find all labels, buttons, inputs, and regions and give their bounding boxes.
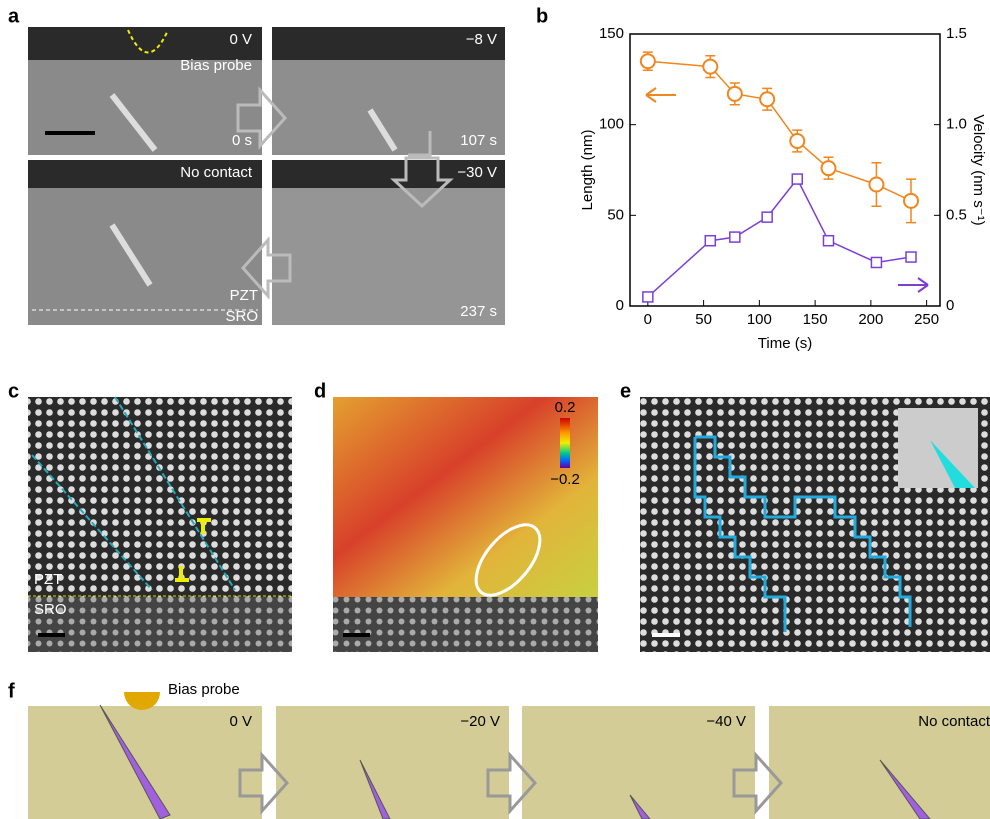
panel-label: b [536, 5, 548, 27]
data-point [705, 236, 715, 246]
image-label: −40 V [706, 713, 746, 730]
x-tick-label: 200 [858, 311, 883, 328]
colorbar-label: 0.2 [555, 399, 576, 416]
series-line [648, 179, 911, 297]
x-tick-label: 250 [914, 311, 939, 328]
panel-label: e [620, 380, 631, 402]
y2-tick-label: 0 [946, 297, 954, 314]
image-label: 0 V [229, 713, 252, 730]
panel-label: c [8, 380, 19, 402]
image-label: 0 V [229, 31, 252, 48]
image-label: Bias probe [180, 57, 252, 74]
x-tick-label: 100 [747, 311, 772, 328]
data-point [906, 252, 916, 262]
data-point [904, 194, 918, 208]
x-tick-label: 50 [695, 311, 712, 328]
image-label: 237 s [460, 303, 497, 320]
image-label: −20 V [460, 713, 500, 730]
panel-label: f [8, 680, 15, 702]
image-label: Bias probe [168, 681, 240, 698]
data-point [792, 174, 802, 184]
y-tick-label: 0 [616, 297, 624, 314]
image-label: PZT [230, 287, 258, 304]
data-point [703, 60, 717, 74]
y-tick-label: 150 [599, 25, 624, 42]
image-label: 107 s [460, 132, 497, 149]
x-tick-label: 150 [803, 311, 828, 328]
colorbar-label: −0.2 [550, 471, 580, 488]
image-label: −30 V [457, 164, 497, 181]
y-tick-label: 50 [607, 206, 624, 223]
y2-tick-label: 0.5 [946, 206, 967, 223]
y2-tick-label: 1.0 [946, 116, 967, 133]
x-tick-label: 0 [644, 311, 652, 328]
plot-frame [630, 34, 940, 306]
x-axis-label: Time (s) [758, 335, 812, 352]
image-label: 0 s [232, 132, 252, 149]
data-point [790, 134, 804, 148]
y2-axis-label: Velocity (nm s⁻¹) [970, 114, 987, 225]
data-point [760, 92, 774, 106]
data-point [871, 257, 881, 267]
image-label: No contact [918, 713, 990, 730]
y2-tick-label: 1.5 [946, 25, 967, 42]
panel-a-images [28, 27, 505, 325]
y-axis-label: Length (nm) [579, 130, 596, 211]
data-point [762, 212, 772, 222]
data-point [643, 292, 653, 302]
image-label: SRO [225, 308, 258, 325]
image-label: No contact [180, 164, 253, 181]
y-tick-label: 100 [599, 116, 624, 133]
data-point [823, 236, 833, 246]
panel-label: d [314, 380, 326, 402]
data-point [641, 54, 655, 68]
image-label: −8 V [466, 31, 497, 48]
panel-e-image [640, 397, 990, 652]
panel-label: a [8, 5, 20, 27]
figure: a b c d e f 0 V Bias probe 0 s −8 V 107 s No contac… [0, 0, 990, 819]
data-point [728, 87, 742, 101]
panel-d-image [333, 397, 598, 652]
panel-c-image [28, 397, 292, 652]
panel-f-image [28, 692, 990, 819]
data-point [821, 161, 835, 175]
image-label: SRO [34, 601, 67, 618]
data-point [730, 232, 740, 242]
data-point [869, 178, 883, 192]
image-label: PZT [34, 571, 62, 588]
